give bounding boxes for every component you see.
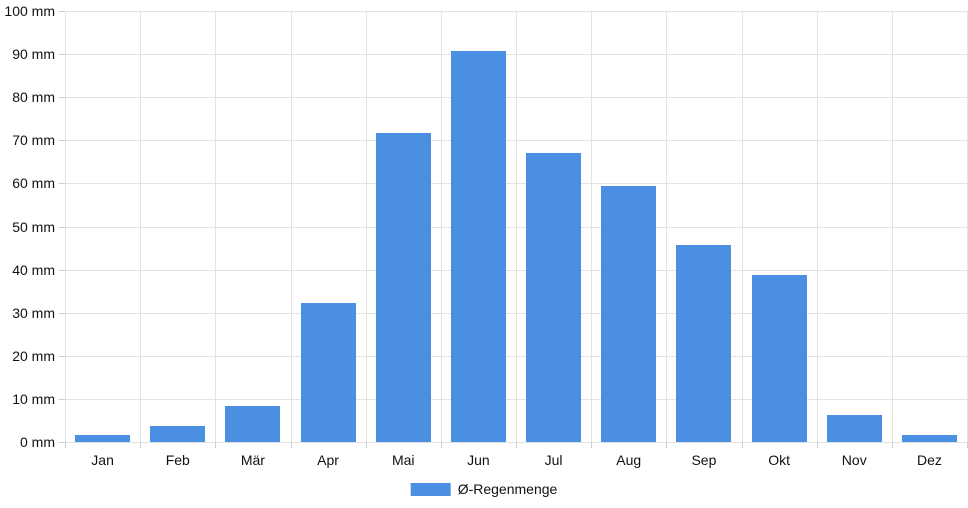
- y-gridline: [65, 183, 968, 185]
- legend-swatch-icon: [410, 482, 451, 496]
- x-axis-label-aug: Aug: [616, 452, 642, 468]
- x-axis-label-nov: Nov: [841, 452, 867, 468]
- y-tick-mark: [59, 312, 65, 314]
- x-tick-mark: [816, 442, 818, 448]
- x-tick-mark: [365, 442, 367, 448]
- x-tick-mark: [891, 442, 893, 448]
- bar-mai[interactable]: [375, 133, 431, 442]
- y-axis-tick-label: 70 mm: [12, 132, 55, 149]
- x-axis-label-okt: Okt: [768, 452, 790, 468]
- x-axis-label-apr: Apr: [317, 452, 339, 468]
- x-gridline: [440, 11, 442, 442]
- x-tick-mark: [140, 442, 142, 448]
- y-gridline: [65, 226, 968, 228]
- y-gridline: [65, 312, 968, 314]
- x-gridline: [816, 11, 818, 442]
- x-gridline: [140, 11, 142, 442]
- y-gridline: [65, 355, 968, 357]
- bar-mär[interactable]: [225, 405, 281, 442]
- x-gridline: [215, 11, 217, 442]
- x-axis-label-dez: Dez: [916, 452, 942, 468]
- x-tick-mark: [516, 442, 517, 448]
- x-axis-label-sep: Sep: [691, 452, 717, 468]
- y-tick-mark: [59, 97, 65, 99]
- y-gridline: [65, 11, 968, 12]
- bar-aug[interactable]: [601, 185, 657, 442]
- y-axis-tick-label: 50 mm: [12, 218, 55, 235]
- y-axis-tick-label: 80 mm: [12, 89, 55, 106]
- y-tick-mark: [59, 11, 65, 12]
- legend[interactable]: Ø-Regenmenge: [410, 481, 558, 497]
- x-tick-mark: [65, 442, 66, 448]
- y-gridline: [65, 442, 968, 443]
- bar-sep[interactable]: [676, 245, 732, 442]
- x-axis-label-jan: Jan: [91, 452, 114, 468]
- y-tick-mark: [59, 442, 65, 443]
- y-axis-tick-label: 90 mm: [12, 46, 55, 63]
- y-tick-mark: [59, 140, 65, 142]
- x-axis-label-feb: Feb: [165, 452, 190, 468]
- bar-jul[interactable]: [526, 153, 582, 442]
- y-axis-line: [65, 11, 66, 442]
- y-gridline: [65, 54, 968, 56]
- bar-jun[interactable]: [450, 51, 506, 442]
- x-gridline: [741, 11, 743, 442]
- x-tick-mark: [591, 442, 593, 448]
- x-axis-label-jun: Jun: [467, 452, 490, 468]
- y-tick-mark: [59, 355, 65, 357]
- x-tick-mark: [741, 442, 743, 448]
- y-tick-mark: [59, 54, 65, 56]
- x-gridline: [365, 11, 367, 442]
- y-tick-mark: [59, 183, 65, 185]
- x-tick-mark: [290, 442, 292, 448]
- x-tick-mark: [666, 442, 668, 448]
- y-axis-tick-label: 0 mm: [20, 434, 55, 450]
- x-axis-label-jul: Jul: [544, 452, 563, 468]
- x-gridline: [666, 11, 668, 442]
- y-gridline: [65, 140, 968, 142]
- y-gridline: [65, 97, 968, 99]
- x-gridline: [891, 11, 893, 442]
- y-axis-tick-label: 10 mm: [12, 390, 55, 407]
- x-gridline: [516, 11, 517, 442]
- y-axis-tick-label: 60 mm: [12, 175, 55, 192]
- y-axis-tick-label: 40 mm: [12, 261, 55, 278]
- y-axis-tick-label: 30 mm: [12, 304, 55, 321]
- x-tick-mark: [215, 442, 217, 448]
- y-tick-mark: [59, 398, 65, 400]
- y-axis-tick-label: 100 mm: [4, 3, 55, 19]
- bar-jan[interactable]: [75, 434, 131, 442]
- bar-okt[interactable]: [751, 275, 807, 442]
- bar-apr[interactable]: [300, 302, 356, 442]
- legend-label: Ø-Regenmenge: [457, 481, 558, 497]
- y-gridline: [65, 398, 968, 400]
- x-gridline: [290, 11, 292, 442]
- x-gridline: [591, 11, 593, 442]
- bar-dez[interactable]: [901, 435, 957, 442]
- y-tick-mark: [59, 226, 65, 228]
- x-axis-label-mär: Mär: [240, 452, 265, 468]
- x-axis-label-mai: Mai: [391, 452, 415, 468]
- bar-feb[interactable]: [150, 426, 206, 442]
- y-tick-mark: [59, 269, 65, 271]
- y-gridline: [65, 269, 968, 271]
- bar-nov[interactable]: [826, 415, 882, 442]
- y-axis-tick-label: 20 mm: [12, 347, 55, 364]
- x-tick-mark: [440, 442, 442, 448]
